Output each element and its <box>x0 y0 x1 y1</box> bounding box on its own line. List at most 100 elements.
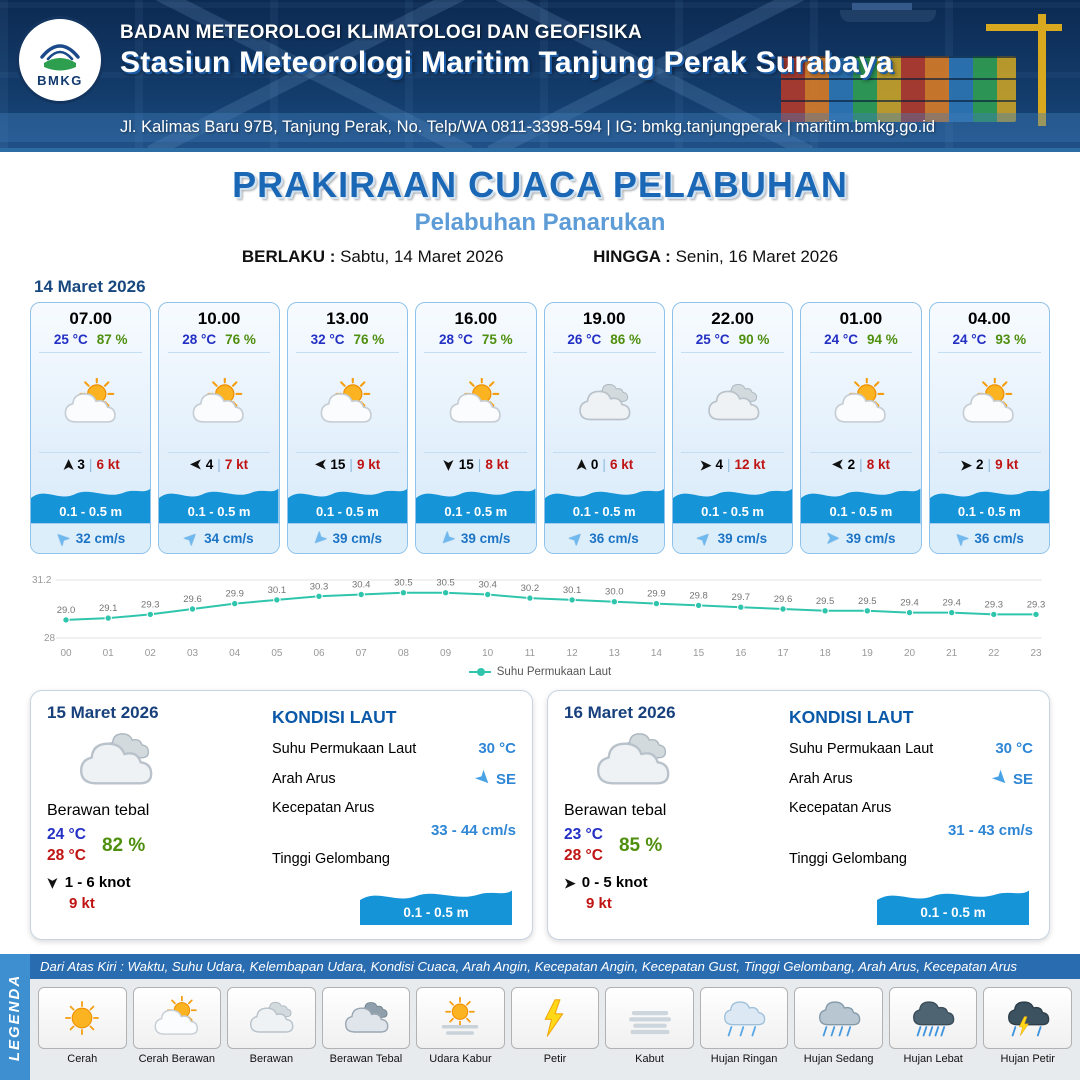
current-direction-icon: ➤ <box>693 528 715 549</box>
udara-kabur-icon <box>416 987 505 1049</box>
current-speed: 32 cm/s <box>75 531 126 546</box>
svg-text:29.1: 29.1 <box>99 603 118 614</box>
separator: | <box>987 457 992 472</box>
wave-height: 0.1 - 0.5 m <box>957 504 1021 519</box>
daily-temp-max: 28 °C <box>564 847 603 864</box>
wave-height: 0.1 - 0.5 m <box>829 504 893 519</box>
current-row: ➤ 39 cm/s <box>672 523 793 553</box>
current-row: ➤ 32 cm/s <box>31 523 151 553</box>
sea-conditions: KONDISI LAUT Suhu Permukaan Laut 30 °C A… <box>779 703 1033 927</box>
wind-direction-icon: ➤ <box>831 456 844 473</box>
current-direction-icon: ➤ <box>437 528 458 549</box>
header-text: BADAN METEOROLOGI KLIMATOLOGI DAN GEOFIS… <box>120 22 1072 80</box>
card-time: 16.00 <box>454 309 498 328</box>
separator: | <box>602 457 606 472</box>
current-direction-icon: ➤ <box>180 528 202 549</box>
svg-text:30.3: 30.3 <box>310 581 329 592</box>
title-section: PRAKIRAAN CUACA PELABUHAN Pelabuhan Pana… <box>0 152 1080 267</box>
card-time: 04.00 <box>968 309 1011 328</box>
weather-icon <box>31 353 150 452</box>
sea-conditions-title: KONDISI LAUT <box>272 707 397 727</box>
hourly-card: 19.00 26 °C 86 % ➤ 0 | 6 kt 0.1 - 0.5 m … <box>543 302 665 554</box>
svg-text:29.3: 29.3 <box>1027 599 1046 610</box>
hingga-label: HINGGA : <box>593 247 671 266</box>
wave-height: 0.1 - 0.5 m <box>701 504 764 519</box>
card-temperature: 25 °C <box>53 332 88 347</box>
wind-speed: 4 <box>205 457 214 472</box>
svg-text:29.5: 29.5 <box>858 596 877 607</box>
wind-direction-icon: ➤ <box>314 456 327 473</box>
legend-items: Cerah Cerah Berawan Berawan Berawan Teba… <box>30 979 1080 1080</box>
svg-text:08: 08 <box>398 648 410 659</box>
wind-speed: 2 <box>847 457 856 472</box>
svg-text:29.8: 29.8 <box>689 590 708 601</box>
weather-icon <box>416 353 535 452</box>
svg-text:12: 12 <box>567 648 579 659</box>
card-humidity: 93 % <box>995 332 1027 347</box>
daily-date: 16 Maret 2026 <box>564 703 676 722</box>
current-row: ➤ 36 cm/s <box>929 523 1049 553</box>
current-speed-value: 33 - 44 cm/s <box>430 822 516 839</box>
wave-height-band: 0.1 - 0.5 m <box>801 477 921 523</box>
legend-item: Hujan Ringan <box>699 987 789 1076</box>
card-time: 22.00 <box>711 309 754 328</box>
daily-summary: 16 Maret 2026 Berawan tebal 23 °C 28 °C … <box>564 703 779 927</box>
svg-text:29.6: 29.6 <box>774 594 793 605</box>
svg-text:06: 06 <box>313 648 325 659</box>
current-direction-icon: ➤ <box>469 765 497 792</box>
wind-row: ➤ 2 | 9 kt <box>937 452 1041 477</box>
daily-weather-icon <box>582 725 779 800</box>
card-humidity: 75 % <box>481 332 513 347</box>
wave-height: 0.1 - 0.5 m <box>59 504 123 519</box>
svg-text:22: 22 <box>988 648 1000 659</box>
legend-item: Petir <box>510 987 600 1076</box>
current-speed: 39 cm/s <box>717 531 768 546</box>
current-row: ➤ 34 cm/s <box>159 523 279 553</box>
card-temperature: 28 °C <box>182 332 217 347</box>
bmkg-logo: BMKG <box>16 16 104 104</box>
wind-row: ➤ 15 | 8 kt <box>424 452 528 477</box>
card-humidity: 90 % <box>738 332 770 347</box>
legend-item-label: Berawan Tebal <box>329 1053 403 1065</box>
legend-item: Berawan <box>227 987 316 1076</box>
wind-speed: 0 <box>590 457 599 472</box>
wave-height: 0.1 - 0.5 m <box>444 504 508 519</box>
daily-wind-range: 1 - 6 knot <box>64 874 131 891</box>
wind-speed: 2 <box>976 457 984 472</box>
address-strip: Jl. Kalimas Baru 97B, Tanjung Perak, No.… <box>0 113 1080 142</box>
daily-humidity: 85 % <box>618 834 663 856</box>
sst-label: Suhu Permukaan Laut <box>789 740 934 757</box>
hujan-lebat-icon <box>888 987 978 1049</box>
wind-row: ➤ 15 | 9 kt <box>296 452 399 477</box>
svg-text:29.9: 29.9 <box>225 589 244 600</box>
separator: | <box>217 457 221 472</box>
card-temps: 25 °C 87 % <box>39 332 143 353</box>
legend-item: Cerah Berawan <box>132 987 222 1076</box>
crane-icon <box>986 24 1062 31</box>
svg-text:05: 05 <box>271 648 283 659</box>
current-speed-value: 31 - 43 cm/s <box>947 822 1033 839</box>
svg-text:02: 02 <box>145 648 157 659</box>
svg-text:29.3: 29.3 <box>141 599 160 610</box>
svg-text:04: 04 <box>229 648 241 659</box>
card-time: 07.00 <box>69 309 112 328</box>
svg-text:30.1: 30.1 <box>563 585 582 596</box>
wave-height-label: Tinggi Gelombang <box>789 851 907 867</box>
card-temperature: 24 °C <box>824 332 858 347</box>
hourly-card: 07.00 25 °C 87 % ➤ 3 | 6 kt 0.1 - 0.5 m … <box>30 302 152 554</box>
svg-text:29.4: 29.4 <box>900 598 919 609</box>
ship-silhouette <box>840 3 936 22</box>
sst-value: 30 °C <box>995 740 1033 757</box>
agency-name: BADAN METEOROLOGI KLIMATOLOGI DAN GEOFIS… <box>120 22 643 43</box>
kabut-icon <box>605 987 694 1049</box>
chart-legend-marker <box>468 668 491 676</box>
legend-item-label: Cerah Berawan <box>138 1053 216 1065</box>
gust-speed: 6 kt <box>96 457 120 472</box>
daily-wind: ➤ 0 - 5 knot <box>564 874 779 891</box>
legend-footer: LEGENDA Dari Atas Kiri : Waktu, Suhu Uda… <box>0 954 1080 1080</box>
card-temps: 24 °C 94 % <box>809 332 913 353</box>
svg-text:15: 15 <box>693 648 705 659</box>
card-humidity: 76 % <box>353 332 385 347</box>
svg-text:29.3: 29.3 <box>985 599 1004 610</box>
wave-height-band: 0.1 - 0.5 m <box>929 477 1049 523</box>
